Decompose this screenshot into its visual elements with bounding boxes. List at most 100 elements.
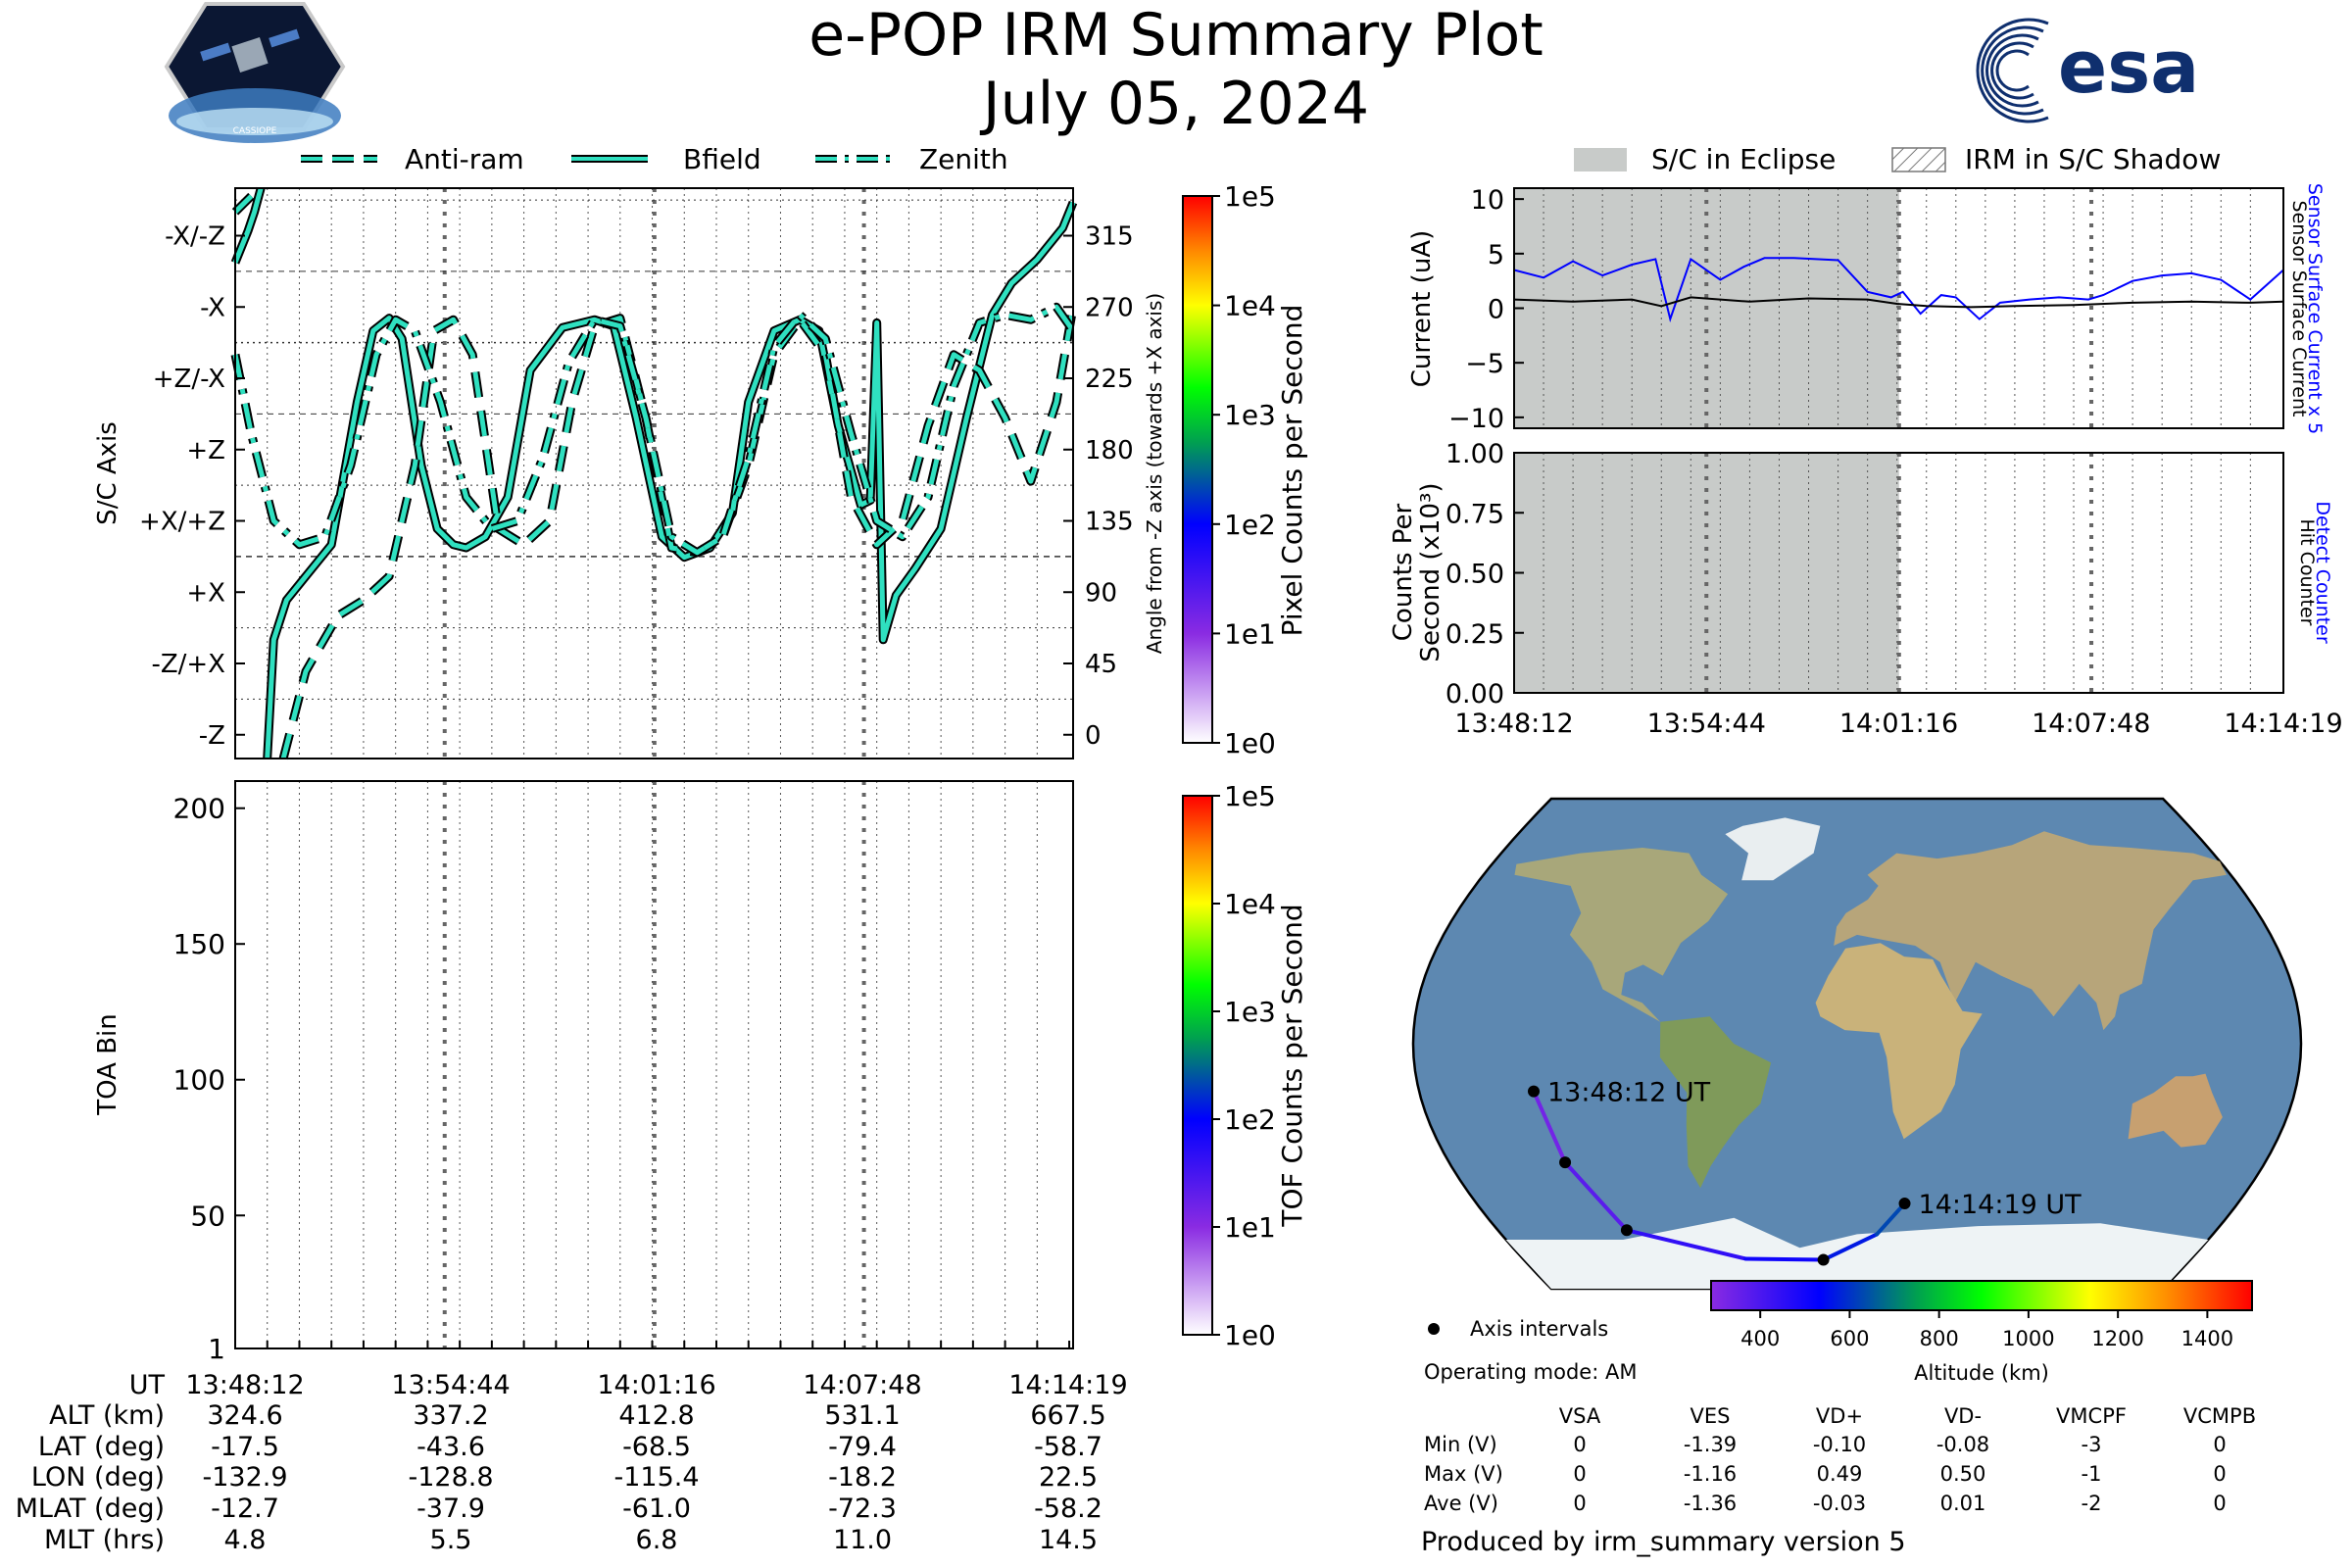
ephemeris-cell: 531.1 bbox=[824, 1400, 900, 1431]
voltage-cell: 0.01 bbox=[1940, 1492, 1986, 1515]
voltage-cell: -0.08 bbox=[1936, 1433, 1989, 1456]
voltage-cell: 0 bbox=[2213, 1492, 2226, 1515]
ephemeris-cell: -43.6 bbox=[416, 1432, 485, 1462]
ephemeris-row-label: MLAT (deg) bbox=[16, 1494, 165, 1524]
voltage-header: VMCPF bbox=[2056, 1404, 2127, 1428]
panel-y-tick-label: 1.00 bbox=[1446, 439, 1504, 469]
ephemeris-cell: -12.7 bbox=[211, 1494, 279, 1524]
altitude-tick-label: 1200 bbox=[2091, 1327, 2143, 1350]
current-right-label-1: Sensor Surface Current x 5 bbox=[2304, 183, 2326, 434]
ephemeris-cell: -58.2 bbox=[1034, 1494, 1102, 1524]
voltage-header: VSA bbox=[1559, 1404, 1601, 1428]
ephemeris-cell: -132.9 bbox=[202, 1462, 287, 1493]
landmass-africa bbox=[1815, 943, 1983, 1140]
esa-logo: esa bbox=[1976, 18, 2199, 123]
panel-y-tick-label: 0.25 bbox=[1446, 619, 1504, 650]
voltage-header: VD+ bbox=[1816, 1404, 1863, 1428]
panel-y-tick-label: 5 bbox=[1488, 240, 1504, 270]
colorbar-tick-label: 1e3 bbox=[1224, 399, 1276, 431]
attitude-right-tick-label: 90 bbox=[1085, 578, 1117, 608]
legend-label-bfield: Bfield bbox=[683, 143, 761, 175]
legend-label-anti-ram: Anti-ram bbox=[405, 143, 524, 175]
voltage-cell: 0 bbox=[1573, 1433, 1586, 1456]
orbit-interval-points bbox=[1528, 1085, 1911, 1266]
pixel-colorbar-ticks: 1e0 1e1 1e2 1e3 1e4 1e5 bbox=[1212, 180, 1276, 760]
orbit-track-segment bbox=[1532, 1089, 1568, 1165]
voltage-cell: -1.39 bbox=[1684, 1433, 1737, 1456]
voltage-cell: 0 bbox=[2213, 1433, 2226, 1456]
colorbar-tick-label: 1e5 bbox=[1224, 780, 1276, 812]
colorbar-tick-label: 1e0 bbox=[1224, 1319, 1276, 1351]
landmass-australia bbox=[2128, 1073, 2223, 1148]
legend-item-bfield: Bfield bbox=[571, 143, 761, 175]
colorbar-tick-label: 1e2 bbox=[1224, 509, 1276, 541]
altitude-colorbar-bar bbox=[1710, 1280, 2253, 1311]
orbit-track-segment bbox=[1624, 1228, 1748, 1261]
esa-logo-text: esa bbox=[2058, 25, 2199, 110]
attitude-right-y-label: Angle from -Z axis (towards +X axis) bbox=[1143, 293, 1166, 654]
toa-y-tick-label: 100 bbox=[173, 1064, 225, 1097]
landmass-greenland bbox=[1725, 817, 1821, 881]
orbit-track-segment bbox=[1821, 1232, 1880, 1262]
attitude-chart: -Z -Z/+X +X +X/+Z +Z +Z/-X -X -X/-Z 0 45 90 135 180… bbox=[93, 186, 1166, 760]
attitude-left-tick-label: +X/+Z bbox=[139, 508, 225, 537]
voltage-cell: -0.10 bbox=[1813, 1433, 1866, 1456]
tof-colorbar-bar bbox=[1182, 795, 1213, 1336]
ephemeris-cell: -79.4 bbox=[828, 1432, 897, 1462]
tof-colorbar-ticks: 1e0 1e1 1e2 1e3 1e4 1e5 bbox=[1212, 780, 1276, 1351]
panel-y-tick-label: 0 bbox=[1488, 295, 1504, 325]
pixel-colorbar: 1e0 1e1 1e2 1e3 1e4 1e5 Pixel Counts per Seco… bbox=[1182, 180, 1308, 760]
attitude-right-tick-label: 225 bbox=[1085, 365, 1134, 394]
attitude-right-tick-label: 270 bbox=[1085, 293, 1134, 322]
axis-intervals-marker bbox=[1428, 1323, 1440, 1335]
toa-y-tick-label: 200 bbox=[173, 793, 225, 825]
altitude-colorbar-label: Altitude (km) bbox=[1914, 1361, 2049, 1385]
ephemeris-cell: -61.0 bbox=[622, 1494, 691, 1524]
ephemeris-cell: -18.2 bbox=[828, 1462, 897, 1493]
orbit-track-segment bbox=[1563, 1160, 1629, 1233]
attitude-left-tick-label: -Z/+X bbox=[151, 650, 225, 679]
voltage-cell: 0 bbox=[2213, 1462, 2226, 1486]
panel-y-tick-label: 0.50 bbox=[1446, 560, 1504, 590]
series-zenith-line bbox=[232, 304, 1076, 556]
altitude-tick-label: 400 bbox=[1740, 1327, 1780, 1350]
altitude-tick-label: 1000 bbox=[2002, 1327, 2054, 1350]
toa-frame bbox=[234, 780, 1074, 1349]
ephemeris-cell: -17.5 bbox=[211, 1432, 279, 1462]
toa-y-label: TOA Bin bbox=[93, 1013, 122, 1115]
colorbar-tick-label: 1e5 bbox=[1224, 180, 1276, 213]
altitude-tick-label: 600 bbox=[1830, 1327, 1869, 1350]
ephemeris-cell: 667.5 bbox=[1030, 1400, 1105, 1431]
current-series bbox=[1513, 257, 2284, 323]
ephemeris-row-label: LON (deg) bbox=[31, 1462, 165, 1493]
voltage-cell: 0.49 bbox=[1817, 1462, 1863, 1486]
panel-y-tick-label: 0.00 bbox=[1446, 679, 1504, 710]
colorbar-tick-label: 1e1 bbox=[1224, 617, 1276, 650]
orbit-interval-point bbox=[1898, 1198, 1911, 1210]
attitude-right-tick-label: 45 bbox=[1085, 650, 1117, 679]
colorbar-tick-label: 1e4 bbox=[1224, 290, 1276, 322]
esa-logo-mark bbox=[1976, 18, 2049, 123]
toa-grid bbox=[267, 781, 1038, 1348]
series-line bbox=[1513, 257, 2284, 323]
panel-y-tick-label: 10 bbox=[1471, 185, 1504, 216]
tof-colorbar: 1e0 1e1 1e2 1e3 1e4 1e5 TOF Counts per Second bbox=[1182, 780, 1308, 1351]
counts-y-label-line2: Second (x10³) bbox=[1416, 482, 1446, 662]
pixel-colorbar-bar bbox=[1182, 195, 1213, 744]
ephemeris-cell: 13:54:44 bbox=[391, 1370, 510, 1400]
ephemeris-row-label: UT bbox=[129, 1370, 166, 1400]
landmass-europe-asia bbox=[1834, 831, 2227, 1031]
toa-y-tick-label: 50 bbox=[190, 1200, 225, 1232]
legend-shadow-label: IRM in S/C Shadow bbox=[1965, 143, 2221, 175]
colorbar-tick-label: 1e3 bbox=[1224, 996, 1276, 1028]
counts-chart: 0.00 0.25 0.50 0.75 1.00 13:48:12 13:54:44 14:… bbox=[1389, 439, 2343, 739]
ephemeris-row-label: LAT (deg) bbox=[38, 1432, 165, 1462]
voltage-cell: -1.36 bbox=[1684, 1492, 1737, 1515]
series-anti-ram-line bbox=[233, 194, 254, 215]
voltage-cell: -2 bbox=[2082, 1492, 2102, 1515]
tof-colorbar-label: TOF Counts per Second bbox=[1276, 904, 1308, 1227]
orbit-interval-point bbox=[1528, 1085, 1541, 1098]
ephemeris-cell: 22.5 bbox=[1039, 1462, 1098, 1493]
